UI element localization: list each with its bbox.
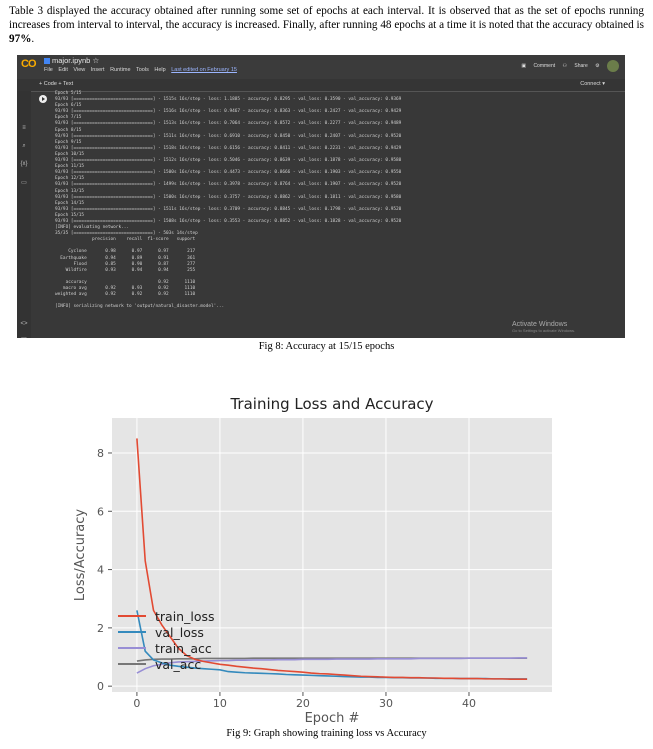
notebook-title: major.ipynb ☆ [44, 56, 99, 65]
output-line: 93/93 [==============================] -… [55, 121, 402, 127]
output-line: macro avg 0.92 0.93 0.92 1110 [55, 286, 196, 291]
paragraph-period: . [31, 33, 35, 45]
output-line: 35/35 [==============================] -… [55, 231, 198, 237]
legend-label-train-loss: train_loss [155, 609, 215, 624]
star-icon[interactable]: ☆ [92, 56, 100, 65]
output-line: weighted avg 0.92 0.92 0.92 1110 [55, 292, 196, 298]
watermark-subtitle: Go to Settings to activate Windows. [512, 328, 576, 333]
avatar[interactable] [607, 60, 619, 72]
output-line: accuracy 0.92 1110 [55, 279, 196, 285]
x-axis-label: Epoch # [305, 711, 360, 726]
body-paragraph: Table 3 displayed the accuracy obtained … [9, 4, 644, 46]
output-line: Earthquake 0.94 0.89 0.91 361 [55, 255, 196, 261]
output-line: 93/93 [==============================] -… [55, 158, 402, 164]
menu-view[interactable]: View [73, 67, 86, 73]
comment-label: Comment [533, 63, 556, 70]
output-line: 93/93 [==============================] -… [55, 182, 402, 188]
chart-title: Training Loss and Accuracy [229, 395, 433, 413]
output-line: 93/93 [==============================] -… [55, 218, 402, 224]
menu-insert[interactable]: Insert [90, 67, 105, 73]
share-button[interactable]: ⚇ Share [562, 63, 588, 70]
y-tick-label: 6 [97, 505, 104, 518]
output-line: 93/93 [==============================] -… [55, 97, 402, 103]
output-line: Epoch 6/15 [55, 103, 82, 109]
notebook-file-name[interactable]: major.ipynb [52, 56, 91, 65]
output-line: Epoch 10/15 [55, 151, 85, 157]
code-snippets-icon[interactable]: <> [20, 321, 28, 327]
colab-logo: CO [21, 58, 36, 70]
plot-background [112, 418, 552, 692]
run-cell-button[interactable] [39, 95, 47, 103]
menu-file[interactable]: File [44, 67, 53, 73]
connect-button[interactable]: Connect ▾ [580, 81, 605, 87]
colab-toolbar: + Code + Text Connect ▾ [17, 79, 625, 92]
output-line: Wildfire 0.93 0.94 0.94 255 [55, 267, 196, 273]
x-tick-label: 20 [296, 697, 310, 710]
share-label: Share [574, 63, 588, 70]
x-tick-label: 40 [462, 697, 476, 710]
colab-menu-bar: File Edit View Insert Runtime Tools Help… [44, 67, 241, 73]
fig8-caption: Fig 8: Accuracy at 15/15 epochs [258, 341, 395, 352]
output-line: Epoch 13/15 [55, 188, 85, 194]
comment-button[interactable]: ▣ Comment [521, 63, 556, 70]
output-line: 93/93 [==============================] -… [55, 170, 402, 176]
output-line: Cyclone 0.98 0.97 0.97 217 [55, 249, 196, 255]
cell-output: Epoch 5/15 93/93 [=======================… [55, 91, 615, 310]
watermark-title: Activate Windows [512, 321, 568, 328]
add-code-text-buttons[interactable]: + Code + Text [39, 81, 74, 87]
paragraph-accuracy-value: 97% [9, 33, 32, 45]
legend-label-val-loss: val_loss [155, 625, 204, 640]
colab-header: CO major.ipynb ☆ File Edit View Insert R… [17, 55, 625, 79]
output-line: Epoch 12/15 [55, 176, 85, 182]
output-line: 93/93 [==============================] -… [55, 109, 402, 115]
x-tick-label: 0 [133, 697, 140, 710]
header-actions: ▣ Comment ⚇ Share ⚙ [515, 60, 619, 72]
output-line: Epoch 5/15 [55, 91, 82, 96]
legend-label-val-acc: val_acc [155, 657, 201, 672]
files-icon[interactable]: ▭ [21, 180, 27, 186]
output-line: 93/93 [==============================] -… [55, 206, 402, 212]
output-line: precision recall f1-score support [55, 237, 196, 243]
y-axis-label: Loss/Accuracy [73, 509, 88, 602]
variables-icon[interactable]: {x} [20, 161, 28, 167]
legend-label-train-acc: train_acc [155, 641, 212, 656]
windows-watermark: Activate Windows Go to Settings to activ… [512, 321, 575, 333]
y-tick-label: 8 [97, 447, 104, 460]
settings-gear-icon[interactable]: ⚙ [595, 63, 600, 70]
fig9-caption: Fig 9: Graph showing training loss vs Ac… [226, 728, 427, 739]
output-line: Flood 0.85 0.90 0.87 277 [55, 261, 196, 267]
menu-runtime[interactable]: Runtime [110, 67, 131, 73]
output-line: 93/93 [==============================] -… [55, 194, 402, 200]
colab-screenshot: CO major.ipynb ☆ File Edit View Insert R… [17, 55, 625, 338]
output-line: Epoch 14/15 [55, 200, 85, 206]
last-edited-link[interactable]: Last edited on February 15 [171, 67, 237, 73]
x-tick-label: 10 [213, 697, 227, 710]
output-line: Epoch 8/15 [55, 127, 82, 133]
output-line: Epoch 11/15 [55, 164, 85, 170]
menu-edit[interactable]: Edit [58, 67, 68, 73]
drive-icon [44, 58, 50, 65]
table-of-contents-icon[interactable]: ≡ [22, 125, 26, 131]
command-palette-icon[interactable]: ▤ [20, 336, 28, 338]
colab-sidebar: ≡ ⌕ {x} ▭ <> ▤ [17, 91, 31, 338]
y-tick-label: 0 [97, 680, 104, 693]
menu-tools[interactable]: Tools [136, 67, 149, 73]
series-line-train-loss [136, 438, 528, 680]
x-tick-label: 30 [379, 697, 393, 710]
y-tick-label: 2 [97, 622, 104, 635]
search-icon[interactable]: ⌕ [22, 143, 26, 149]
output-line: Epoch 7/15 [55, 115, 82, 121]
output-line: [INFO] serializing network to 'output/na… [55, 304, 225, 310]
output-line: 93/93 [==============================] -… [55, 133, 402, 139]
output-line: Epoch 15/15 [55, 212, 85, 218]
y-tick-label: 4 [97, 564, 104, 577]
paragraph-text: Table 3 displayed the accuracy obtained … [9, 5, 644, 31]
output-line: Epoch 9/15 [55, 139, 82, 145]
menu-help[interactable]: Help [154, 67, 166, 73]
output-line: 93/93 [==============================] -… [55, 145, 402, 151]
output-line: [INFO] evaluating network... [55, 225, 130, 231]
